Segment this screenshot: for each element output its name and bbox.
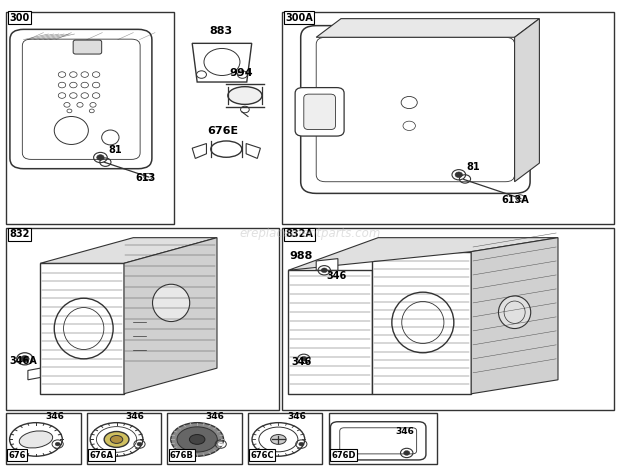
FancyBboxPatch shape xyxy=(304,94,335,130)
Bar xyxy=(282,12,614,224)
Text: 81: 81 xyxy=(467,163,480,172)
Text: 346: 346 xyxy=(291,357,312,367)
FancyBboxPatch shape xyxy=(73,40,102,54)
Polygon shape xyxy=(40,263,124,394)
Text: 81: 81 xyxy=(108,145,122,155)
Text: 613A: 613A xyxy=(501,195,529,205)
Text: 346: 346 xyxy=(287,412,306,421)
Ellipse shape xyxy=(228,87,262,104)
Circle shape xyxy=(55,442,60,446)
Bar xyxy=(248,413,322,464)
Polygon shape xyxy=(28,368,40,380)
Ellipse shape xyxy=(19,431,53,448)
Ellipse shape xyxy=(153,284,190,322)
Ellipse shape xyxy=(177,427,217,452)
Text: 988: 988 xyxy=(289,251,312,261)
FancyBboxPatch shape xyxy=(10,29,152,169)
Bar xyxy=(329,413,437,464)
Text: 676B: 676B xyxy=(170,451,194,459)
Text: 883: 883 xyxy=(210,27,232,36)
Polygon shape xyxy=(192,144,206,158)
FancyBboxPatch shape xyxy=(295,88,344,136)
Text: 300: 300 xyxy=(9,13,30,22)
Ellipse shape xyxy=(270,434,286,445)
FancyBboxPatch shape xyxy=(330,422,426,460)
Circle shape xyxy=(299,442,304,446)
Polygon shape xyxy=(288,270,372,394)
Text: 346: 346 xyxy=(327,271,347,281)
Bar xyxy=(6,228,279,410)
Polygon shape xyxy=(40,238,217,263)
Text: 832: 832 xyxy=(9,229,30,239)
Bar xyxy=(167,413,242,464)
Text: 676D: 676D xyxy=(331,451,356,459)
Bar xyxy=(87,413,161,464)
Bar xyxy=(282,228,614,410)
Text: 346: 346 xyxy=(126,412,144,421)
Ellipse shape xyxy=(91,423,143,456)
Ellipse shape xyxy=(110,435,123,444)
Text: 676C: 676C xyxy=(250,451,274,459)
Text: ereplacementparts.com: ereplacementparts.com xyxy=(239,226,381,240)
Ellipse shape xyxy=(211,141,242,157)
Circle shape xyxy=(20,356,29,362)
Text: 994: 994 xyxy=(229,68,253,78)
Polygon shape xyxy=(124,238,217,394)
FancyBboxPatch shape xyxy=(301,26,530,193)
Ellipse shape xyxy=(10,423,62,456)
Ellipse shape xyxy=(498,296,531,329)
Text: 300A: 300A xyxy=(285,13,313,22)
Text: 676E: 676E xyxy=(208,126,239,136)
Text: 346A: 346A xyxy=(9,356,37,366)
Polygon shape xyxy=(515,19,539,182)
Ellipse shape xyxy=(55,298,113,359)
Text: 676: 676 xyxy=(9,451,26,459)
Text: 346: 346 xyxy=(45,412,64,421)
Circle shape xyxy=(97,155,104,160)
Text: 346: 346 xyxy=(395,427,414,436)
Polygon shape xyxy=(316,19,539,37)
Polygon shape xyxy=(316,259,338,270)
Text: 346: 346 xyxy=(206,412,224,421)
Circle shape xyxy=(404,451,410,455)
Ellipse shape xyxy=(104,432,129,447)
Bar xyxy=(6,12,174,224)
Polygon shape xyxy=(471,238,558,394)
Text: 613: 613 xyxy=(135,173,156,183)
Circle shape xyxy=(301,356,307,361)
Ellipse shape xyxy=(392,292,454,353)
Circle shape xyxy=(218,442,223,446)
Polygon shape xyxy=(192,43,252,82)
Circle shape xyxy=(321,268,327,273)
Text: 832A: 832A xyxy=(285,229,313,239)
Polygon shape xyxy=(246,144,260,158)
Polygon shape xyxy=(372,252,471,394)
Ellipse shape xyxy=(171,423,223,456)
Polygon shape xyxy=(288,238,558,270)
Text: 676A: 676A xyxy=(89,451,113,459)
Ellipse shape xyxy=(190,434,205,445)
Ellipse shape xyxy=(252,423,305,456)
Circle shape xyxy=(455,172,463,178)
Bar xyxy=(6,413,81,464)
Circle shape xyxy=(137,442,142,446)
